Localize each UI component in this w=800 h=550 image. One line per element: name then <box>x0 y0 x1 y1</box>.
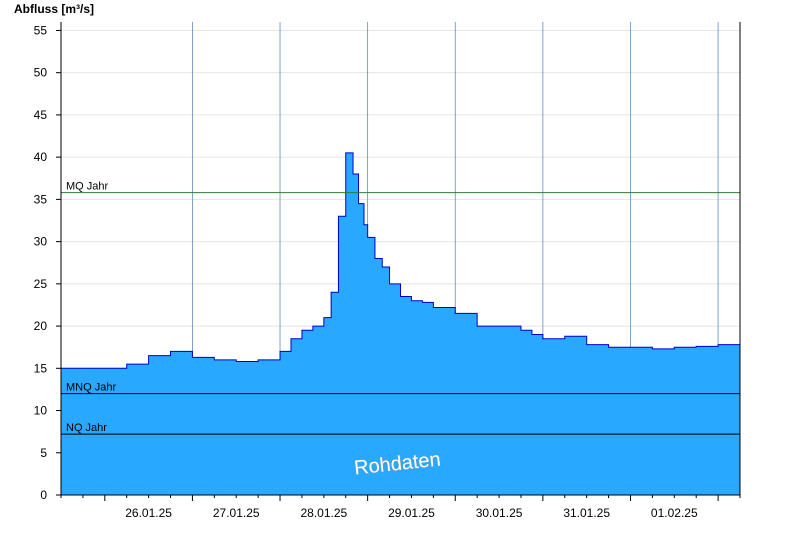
y-axis-label: Abfluss [m³/s] <box>14 2 94 16</box>
y-tick-label: 40 <box>34 150 48 164</box>
y-tick-label: 45 <box>34 108 48 122</box>
y-tick-label: 30 <box>34 235 48 249</box>
reference-lines: MQ Jahr MNQ Jahr NQ Jahr <box>61 181 740 435</box>
discharge-area <box>61 152 740 495</box>
y-tick-label: 50 <box>34 66 48 80</box>
y-tick-label: 55 <box>34 23 48 37</box>
y-tick-label: 20 <box>34 319 48 333</box>
x-tick-label: 29.01.25 <box>388 506 435 520</box>
y-tick-label: 5 <box>40 446 47 460</box>
reference-label: MNQ Jahr <box>66 382 116 394</box>
x-tick-label: 31.01.25 <box>563 506 610 520</box>
discharge-line <box>61 152 740 369</box>
reference-label: NQ Jahr <box>66 422 107 434</box>
discharge-fill <box>61 152 740 495</box>
reference-label: MQ Jahr <box>66 181 109 193</box>
x-tick-label: 28.01.25 <box>300 506 347 520</box>
x-tick-label: 27.01.25 <box>213 506 260 520</box>
axes: 0 5 10 15 20 25 30 35 40 45 50 55 26.01.25 27.01.25 28… <box>34 22 741 520</box>
x-tick-label: 26.01.25 <box>125 506 172 520</box>
y-tick-label: 25 <box>34 277 48 291</box>
x-tick-label: 01.02.25 <box>651 506 698 520</box>
y-tick-label: 35 <box>34 192 48 206</box>
y-tick-label: 0 <box>40 488 47 502</box>
y-tick-label: 15 <box>34 361 48 375</box>
y-tick-label: 10 <box>34 404 48 418</box>
x-tick-label: 30.01.25 <box>476 506 523 520</box>
